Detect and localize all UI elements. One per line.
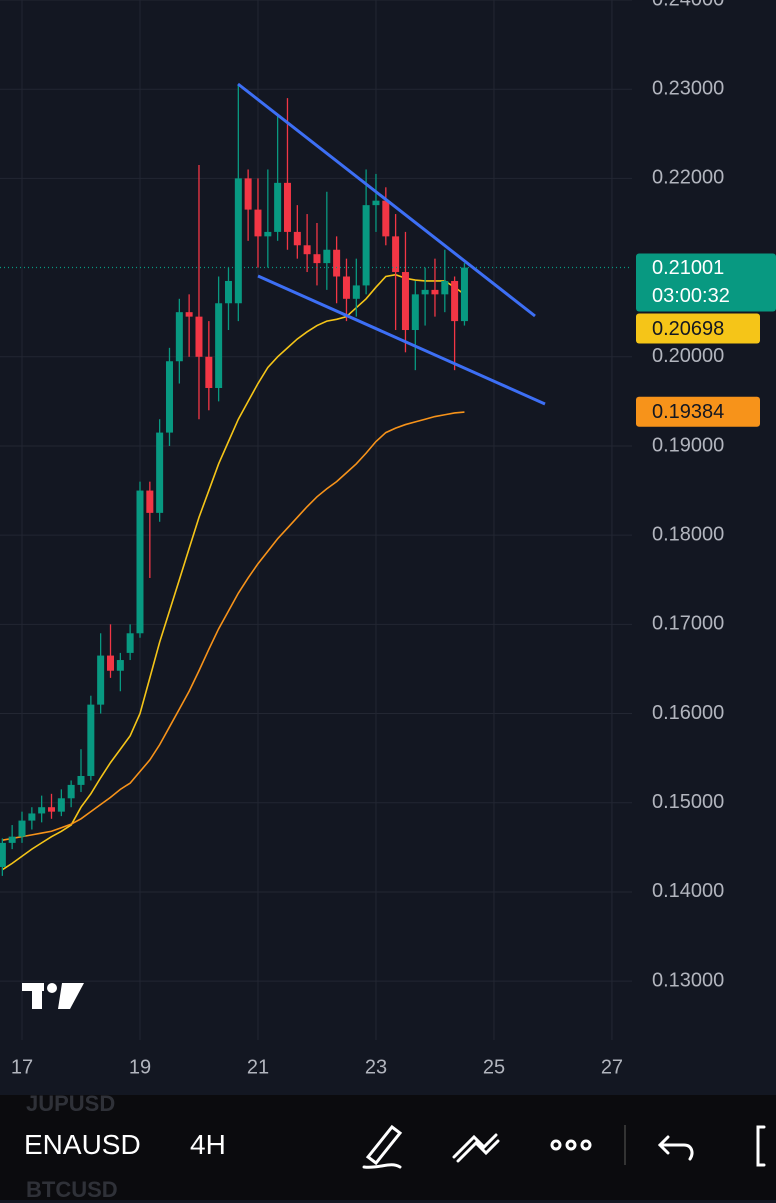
price-tag-label: 0.20698 — [652, 318, 724, 340]
logo — [22, 983, 84, 1009]
candle-body — [411, 294, 419, 331]
candle-body — [18, 820, 26, 837]
candle-body — [441, 280, 449, 295]
candle-body — [87, 704, 95, 776]
candle-body — [77, 775, 85, 785]
candle-body — [264, 231, 272, 237]
y-tick-label: 0.18000 — [652, 523, 724, 545]
symbol[interactable]: ENAUSD — [24, 1129, 141, 1160]
candle-body — [431, 289, 439, 295]
candle-body — [283, 182, 291, 232]
candle-body — [28, 813, 36, 821]
toolbar-icons — [362, 1124, 766, 1169]
price-tag — [636, 313, 760, 344]
candle-body — [244, 178, 252, 210]
candle-body — [421, 289, 429, 295]
y-tick-label: 0.22000 — [652, 167, 724, 189]
y-tick-label: 0.24000 — [652, 0, 724, 10]
x-tick-label: 25 — [483, 1056, 505, 1078]
candle-body — [362, 205, 370, 286]
y-tick-label: 0.14000 — [652, 880, 724, 902]
candle-body — [165, 361, 173, 433]
y-tick-label: 0.19000 — [652, 434, 724, 456]
next-symbol[interactable]: BTCUSD — [26, 1177, 118, 1202]
candle-body — [126, 633, 134, 653]
candle-body — [352, 285, 360, 299]
y-tick-label: 0.17000 — [652, 613, 724, 635]
candle-body — [57, 798, 65, 812]
x-tick-label: 21 — [247, 1056, 269, 1078]
candle-body — [333, 249, 341, 277]
candle-body — [215, 303, 223, 388]
fullscreen-icon[interactable] — [756, 1125, 766, 1167]
price-tag-label: 0.19384 — [652, 401, 724, 423]
candle-body — [254, 209, 262, 237]
candle-body — [224, 280, 232, 304]
y-tick-label: 0.16000 — [652, 702, 724, 724]
candle-body — [146, 490, 154, 513]
trend-line — [257, 274, 546, 406]
drawings-icon[interactable] — [452, 1133, 500, 1163]
candle-body — [67, 784, 75, 799]
price-tag — [636, 253, 776, 312]
candle-body — [460, 267, 468, 322]
candle-body — [38, 807, 46, 814]
candle-body — [313, 254, 321, 264]
more-icon[interactable] — [550, 1139, 592, 1151]
candle-body — [106, 655, 114, 671]
x-tick-label: 19 — [129, 1056, 151, 1078]
candle-body — [392, 236, 400, 273]
interval[interactable]: 4H — [190, 1129, 226, 1160]
x-tick-label: 27 — [601, 1056, 623, 1078]
candle-body — [175, 312, 183, 362]
toolbar: JUPUSD ENAUSD 4H BTCUSD — [0, 1091, 776, 1202]
candle-body — [48, 807, 56, 812]
candle-body — [293, 231, 301, 246]
x-tick-label: 17 — [11, 1056, 33, 1078]
moving-average — [1, 273, 465, 871]
candle-body — [8, 836, 16, 843]
candle-body — [234, 178, 242, 304]
trend-line — [237, 82, 536, 318]
countdown: 03:00:32 — [652, 285, 730, 307]
moving-average — [2, 411, 465, 841]
prev-symbol[interactable]: JUPUSD — [26, 1091, 116, 1116]
candle-body — [97, 655, 105, 705]
undo-icon[interactable] — [657, 1135, 694, 1161]
candle-body — [0, 842, 6, 867]
candle-body — [342, 276, 350, 299]
chart: 0.13000 0.14000 0.15000 0.16000 0.17000 0.180… — [0, 0, 776, 1078]
candle-body — [205, 356, 213, 388]
candle-body — [185, 312, 193, 317]
candle-body — [136, 490, 144, 634]
candle-body — [274, 182, 282, 232]
draw-icon[interactable] — [362, 1124, 403, 1169]
candle-body — [372, 200, 380, 206]
last-price: 0.21001 — [652, 257, 724, 279]
y-tick-label: 0.13000 — [652, 969, 724, 991]
x-tick-label: 23 — [365, 1056, 387, 1078]
y-tick-label: 0.15000 — [652, 791, 724, 813]
candle-body — [156, 432, 164, 513]
candle-body — [303, 245, 311, 255]
candle-body — [382, 200, 390, 237]
candle-body — [401, 272, 409, 331]
y-tick-label: 0.20000 — [652, 345, 724, 367]
candle-body — [451, 280, 459, 322]
candle-body — [195, 316, 203, 357]
y-tick-label: 0.23000 — [652, 77, 724, 99]
candle-body — [116, 660, 124, 671]
price-tag — [636, 396, 760, 427]
candle-body — [323, 249, 331, 264]
